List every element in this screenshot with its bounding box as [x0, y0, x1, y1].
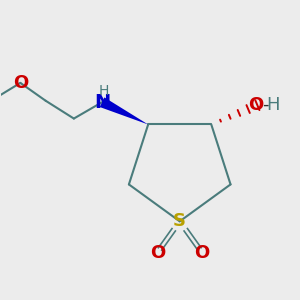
Text: O: O [150, 244, 165, 262]
Text: O: O [13, 74, 28, 92]
Text: N: N [94, 93, 110, 112]
Text: H: H [99, 84, 110, 98]
Text: H: H [266, 96, 280, 114]
Text: S: S [173, 212, 186, 230]
Text: -: - [262, 96, 269, 114]
Text: O: O [194, 244, 210, 262]
Polygon shape [100, 98, 148, 124]
Text: O: O [248, 96, 263, 114]
